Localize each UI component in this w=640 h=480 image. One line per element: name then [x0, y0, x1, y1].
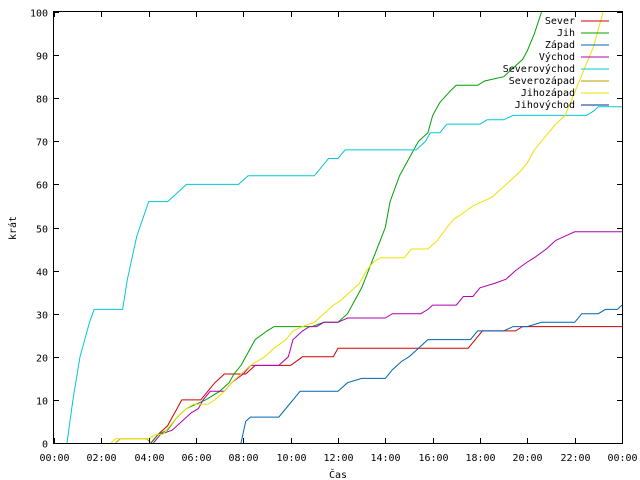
y-tick-label: 30	[36, 311, 48, 322]
legend-label: Jih	[557, 28, 575, 39]
series-line-severovýchod	[66, 106, 622, 443]
series-line-severozápad	[115, 438, 152, 443]
x-tick-label: 04:00	[134, 453, 164, 464]
x-tick-label: 00:00	[39, 453, 69, 464]
x-tick-label: 14:00	[370, 453, 400, 464]
legend-label: Severozápad	[509, 75, 575, 87]
x-tick-label: 02:00	[86, 453, 116, 464]
series-line-východ	[153, 231, 622, 443]
series-line-západ	[240, 304, 622, 443]
x-tick-label: 22:00	[560, 453, 590, 464]
legend-label: Východ	[539, 51, 575, 63]
y-tick-label: 50	[36, 225, 48, 236]
y-tick-label: 10	[36, 397, 48, 408]
y-tick-label: 0	[42, 440, 48, 451]
series-line-sever	[150, 326, 622, 443]
y-axis-title: krát	[7, 216, 19, 240]
y-tick-label: 70	[36, 138, 48, 149]
y-tick-label: 40	[36, 268, 48, 279]
x-tick-label: 12:00	[323, 453, 353, 464]
x-axis-title: Čas	[329, 468, 347, 480]
x-tick-label: 18:00	[465, 453, 495, 464]
x-tick-label: 06:00	[181, 453, 211, 464]
series-line-jih	[150, 12, 542, 443]
y-tick-label: 90	[36, 52, 48, 63]
y-tick-label: 20	[36, 354, 48, 365]
x-tick-label: 16:00	[418, 453, 448, 464]
x-tick-label: 10:00	[276, 453, 306, 464]
legend-label: Jihovýchod	[515, 99, 575, 111]
legend-label: Sever	[545, 16, 575, 27]
x-tick-label: 00:00	[607, 453, 637, 464]
y-tick-label: 80	[36, 95, 48, 106]
x-tick-label: 20:00	[512, 453, 542, 464]
x-tick-label: 08:00	[228, 453, 258, 464]
y-tick-label: 60	[36, 181, 48, 192]
series-line-jihozápad	[110, 12, 604, 443]
legend-label: Severovýchod	[503, 63, 575, 75]
legend-label: Jihozápad	[521, 87, 575, 99]
plot-frame	[53, 11, 623, 444]
legend-label: Západ	[545, 39, 575, 51]
y-tick-label: 100	[30, 9, 48, 20]
